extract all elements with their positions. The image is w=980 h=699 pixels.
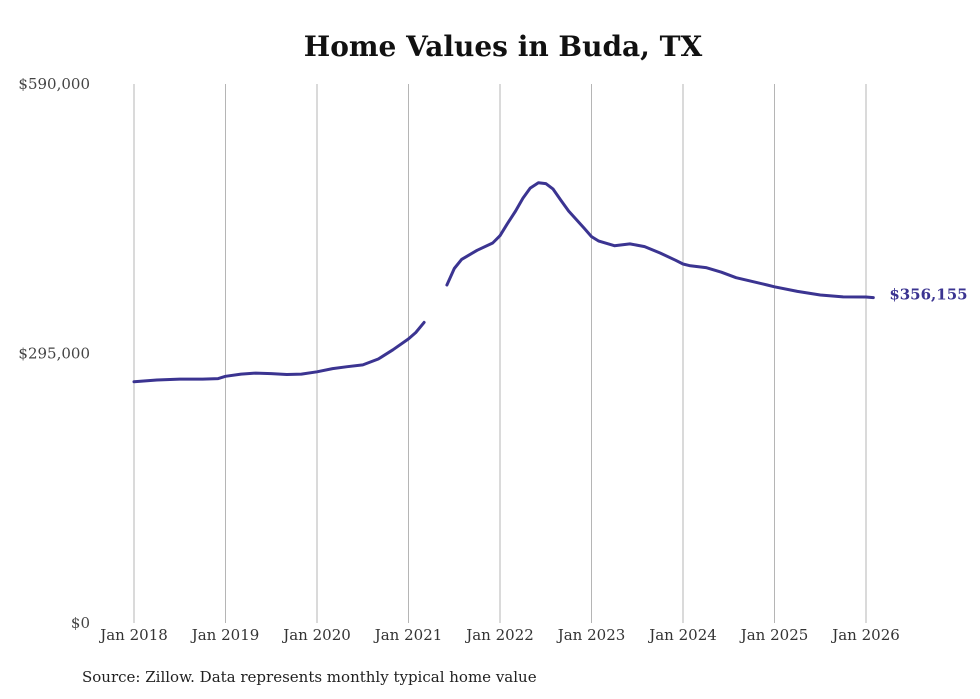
- y-tick-label: $295,000: [18, 345, 90, 363]
- x-tick-label: Jan 2024: [647, 626, 717, 644]
- series-lines: [132, 181, 875, 384]
- series-line-segment-1: [132, 320, 426, 384]
- y-axis-ticks: $0 $295,000 $590,000: [18, 75, 90, 632]
- x-tick-label: Jan 2018: [98, 626, 168, 644]
- series-line-segment-2: [445, 181, 875, 300]
- x-tick-label: Jan 2020: [281, 626, 351, 644]
- y-tick-label: $0: [71, 614, 90, 632]
- x-tick-label: Jan 2022: [464, 626, 534, 644]
- gridlines: [133, 84, 867, 623]
- end-value-label: $356,155: [889, 286, 967, 304]
- x-axis-ticks: Jan 2018 Jan 2019 Jan 2020 Jan 2021 Jan 2022…: [98, 626, 900, 644]
- x-tick-label: Jan 2025: [739, 626, 809, 644]
- end-value-label-group: $356,155: [889, 286, 967, 304]
- chart-title: Home Values in Buda, TX: [303, 30, 703, 63]
- x-tick-label: Jan 2026: [830, 626, 900, 644]
- x-tick-label: Jan 2021: [373, 626, 443, 644]
- x-tick-label: Jan 2019: [190, 626, 260, 644]
- source-note: Source: Zillow. Data represents monthly …: [82, 668, 537, 686]
- y-tick-label: $590,000: [18, 75, 90, 93]
- x-tick-label: Jan 2023: [556, 626, 626, 644]
